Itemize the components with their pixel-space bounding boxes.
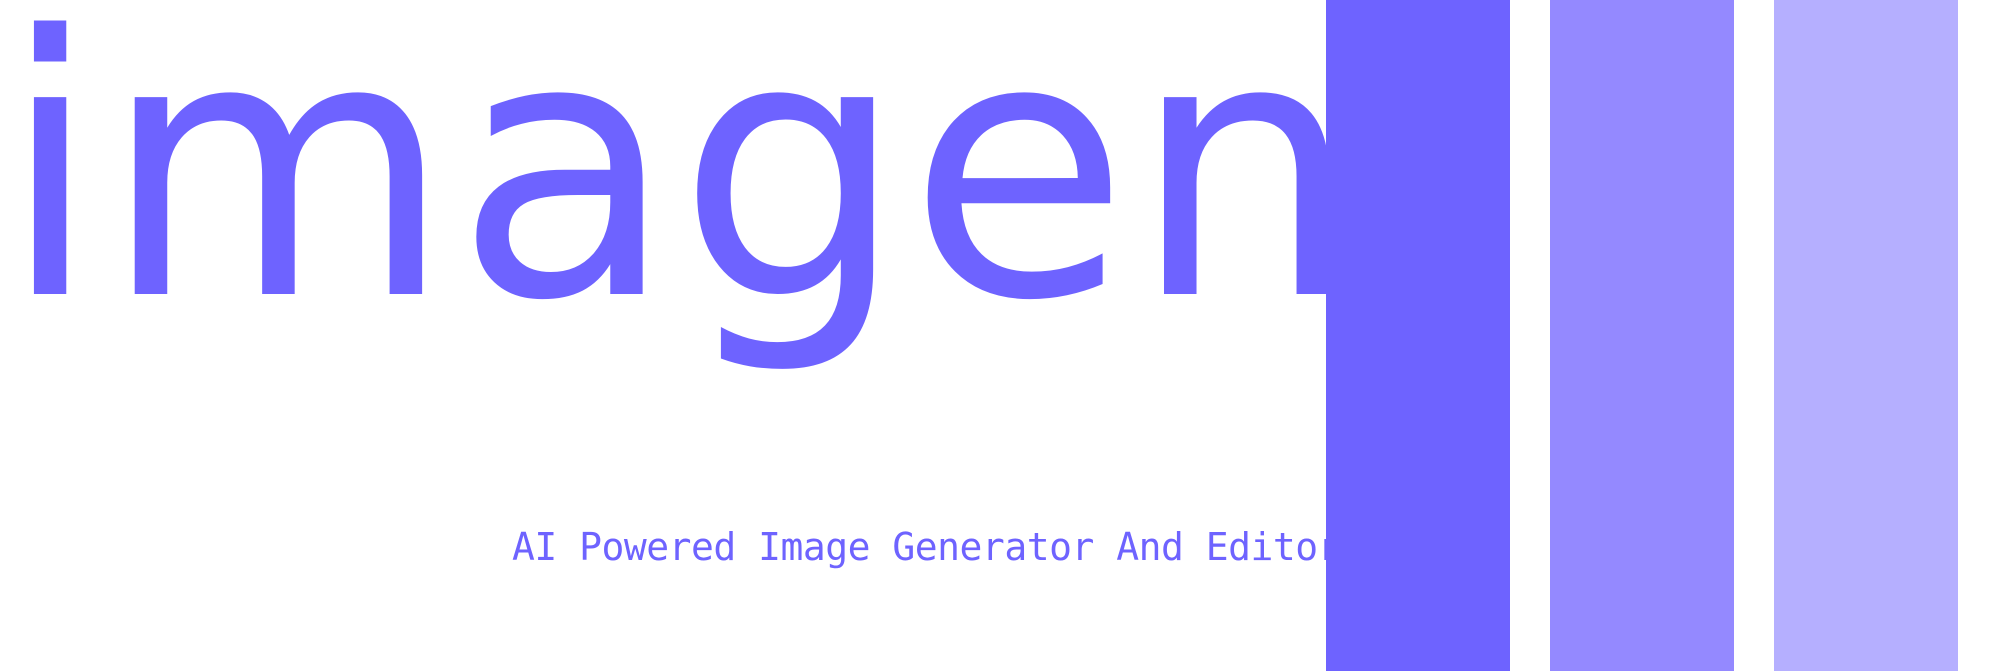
decorative-bar-medium [1550,0,1734,671]
brand-wordmark: imagen [0,0,1362,379]
decorative-bar-dark [1326,0,1510,671]
brand-tagline: AI Powered Image Generator And Editor [512,525,1340,569]
decorative-bar-light [1774,0,1958,671]
